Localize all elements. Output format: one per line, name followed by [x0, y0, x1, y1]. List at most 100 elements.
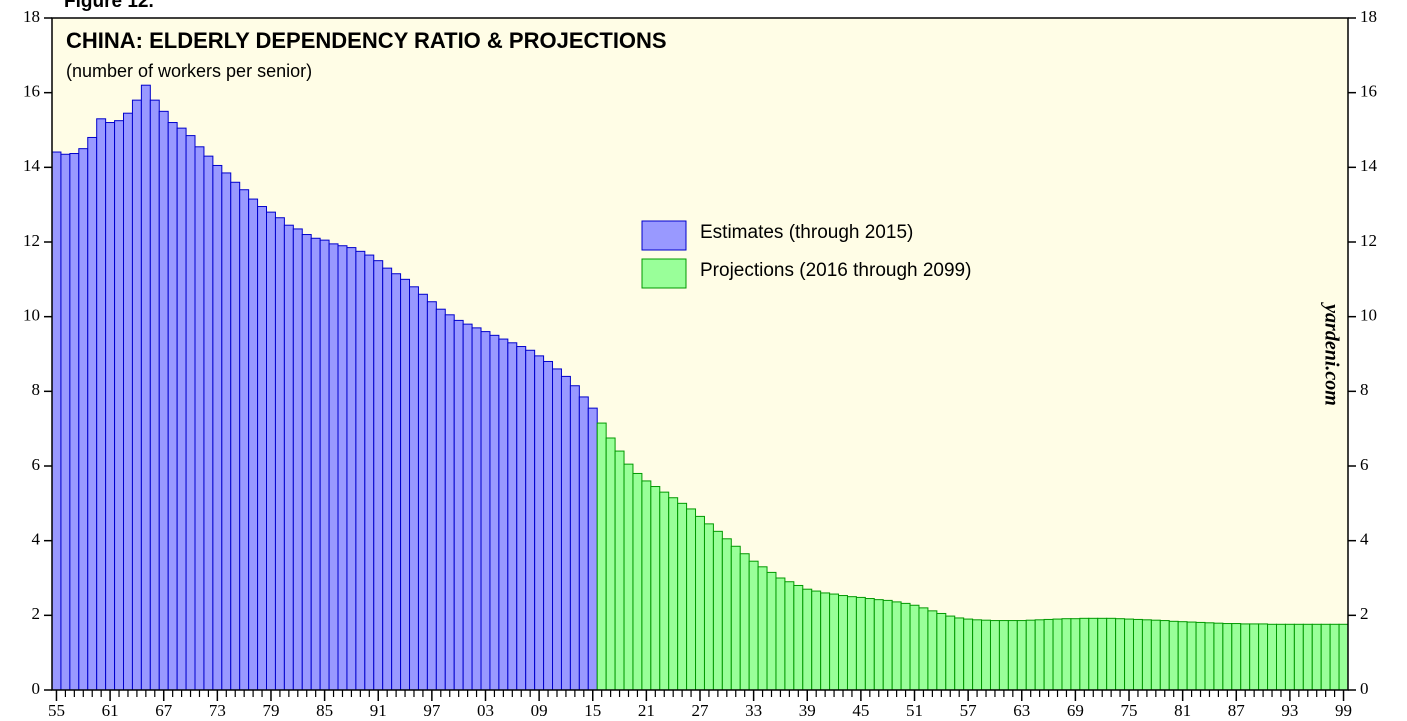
bar: [167, 122, 178, 691]
bar: [1338, 623, 1349, 691]
bar: [686, 508, 697, 691]
source-label: yardeni.com: [1320, 302, 1342, 406]
bar: [900, 602, 911, 691]
y2-tick-label: 14: [1360, 156, 1378, 175]
bar: [489, 334, 500, 691]
x-tick-label: 93: [1281, 701, 1298, 720]
bar: [87, 136, 98, 691]
bar: [659, 491, 670, 691]
bar: [1329, 623, 1340, 691]
bar: [1213, 622, 1224, 691]
bar: [114, 120, 125, 691]
x-tick-label: 09: [531, 701, 548, 720]
bar: [712, 530, 723, 691]
bar: [525, 349, 536, 691]
y-tick-label: 14: [23, 156, 41, 175]
bar: [730, 545, 741, 691]
x-tick-label: 21: [638, 701, 655, 720]
x-tick-label: 91: [370, 701, 387, 720]
bar: [131, 99, 142, 691]
bar: [972, 619, 983, 691]
bar: [820, 592, 831, 691]
x-tick-label: 81: [1174, 701, 1191, 720]
bar: [1284, 623, 1295, 691]
bar: [507, 342, 518, 691]
bar: [1132, 618, 1143, 691]
bar: [989, 620, 1000, 691]
chart-subtitle: (number of workers per senior): [66, 61, 312, 81]
bar: [230, 181, 241, 691]
y2-tick-label: 6: [1360, 455, 1369, 474]
bar: [578, 396, 589, 691]
bar: [328, 243, 339, 691]
bar: [998, 620, 1009, 691]
bar: [364, 254, 375, 691]
bar: [605, 437, 616, 691]
bar: [1302, 623, 1313, 691]
y-tick-label: 0: [32, 679, 41, 698]
bar: [1079, 617, 1090, 691]
x-tick-label: 39: [799, 701, 816, 720]
y-tick-label: 12: [23, 231, 40, 250]
bar: [811, 590, 822, 691]
y2-tick-label: 4: [1360, 530, 1369, 549]
x-tick-label: 99: [1335, 701, 1352, 720]
bar: [266, 211, 276, 691]
bar: [945, 615, 956, 691]
bar: [748, 560, 759, 691]
x-tick-label: 69: [1067, 701, 1084, 720]
bar: [757, 566, 768, 691]
bar: [212, 164, 223, 691]
bar: [1124, 618, 1134, 691]
x-tick-label: 55: [48, 701, 65, 720]
bar: [954, 617, 965, 691]
bar: [766, 571, 777, 691]
bar: [587, 407, 598, 691]
bar: [1150, 619, 1161, 691]
bar: [426, 301, 437, 691]
bar: [1275, 623, 1286, 691]
bar: [703, 523, 714, 691]
bar: [1168, 620, 1179, 691]
bar: [695, 515, 705, 691]
bar: [784, 581, 795, 691]
bar: [891, 601, 902, 691]
bar: [1070, 618, 1081, 691]
bar: [373, 260, 384, 691]
bar: [1016, 620, 1027, 691]
bar: [444, 314, 455, 691]
x-tick-label: 87: [1228, 701, 1246, 720]
bar: [516, 346, 527, 691]
y2-tick-label: 8: [1360, 380, 1369, 399]
y-tick-label: 10: [23, 306, 40, 325]
x-tick-label: 67: [155, 701, 173, 720]
bar: [382, 267, 393, 691]
bar: [337, 245, 348, 691]
x-tick-label: 85: [316, 701, 333, 720]
figure-label: Figure 12.: [64, 0, 154, 12]
bar: [1097, 617, 1108, 691]
bar: [918, 607, 929, 691]
y2-tick-label: 0: [1360, 679, 1369, 698]
bar: [1106, 617, 1117, 691]
bar: [1025, 619, 1036, 691]
bar: [51, 151, 62, 691]
chart-title: CHINA: ELDERLY DEPENDENCY RATIO & PROJEC…: [66, 28, 667, 53]
bar: [677, 502, 688, 691]
bar: [775, 577, 786, 691]
bar: [257, 206, 268, 691]
bar: [623, 463, 634, 691]
y2-tick-label: 18: [1360, 7, 1377, 26]
y-tick-label: 2: [32, 604, 41, 623]
bar: [1204, 622, 1215, 691]
bar: [632, 472, 643, 691]
bar: [346, 247, 357, 691]
bar: [105, 122, 116, 691]
bar: [96, 118, 107, 691]
bar: [435, 308, 446, 691]
x-tick-label: 51: [906, 701, 923, 720]
x-tick-label: 61: [102, 701, 119, 720]
legend-label: Estimates (through 2015): [700, 222, 913, 243]
bar: [1293, 623, 1304, 691]
y2-tick-label: 16: [1360, 82, 1377, 101]
